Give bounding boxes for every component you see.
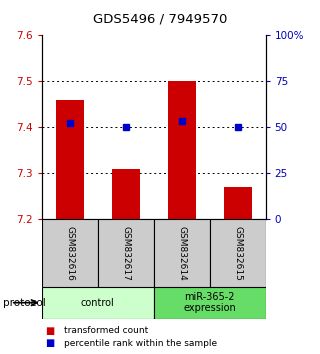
Bar bbox=[154, 287, 266, 319]
Bar bbox=[154, 219, 210, 287]
Text: ■: ■ bbox=[45, 326, 54, 336]
Text: percentile rank within the sample: percentile rank within the sample bbox=[64, 339, 217, 348]
Text: control: control bbox=[81, 298, 115, 308]
Bar bbox=[224, 187, 252, 219]
Text: miR-365-2
expression: miR-365-2 expression bbox=[183, 292, 236, 314]
Text: protocol: protocol bbox=[3, 298, 46, 308]
Bar bbox=[42, 219, 98, 287]
Text: GSM832614: GSM832614 bbox=[177, 226, 186, 280]
Text: ■: ■ bbox=[45, 338, 54, 348]
Bar bbox=[112, 169, 140, 219]
Text: transformed count: transformed count bbox=[64, 326, 148, 336]
Bar bbox=[168, 81, 196, 219]
Text: GSM832616: GSM832616 bbox=[65, 225, 74, 281]
Text: GDS5496 / 7949570: GDS5496 / 7949570 bbox=[93, 12, 227, 25]
Bar bbox=[56, 100, 84, 219]
Text: GSM832615: GSM832615 bbox=[233, 225, 242, 281]
Bar bbox=[98, 219, 154, 287]
Text: GSM832617: GSM832617 bbox=[121, 225, 130, 281]
Bar bbox=[210, 219, 266, 287]
Bar bbox=[42, 287, 154, 319]
